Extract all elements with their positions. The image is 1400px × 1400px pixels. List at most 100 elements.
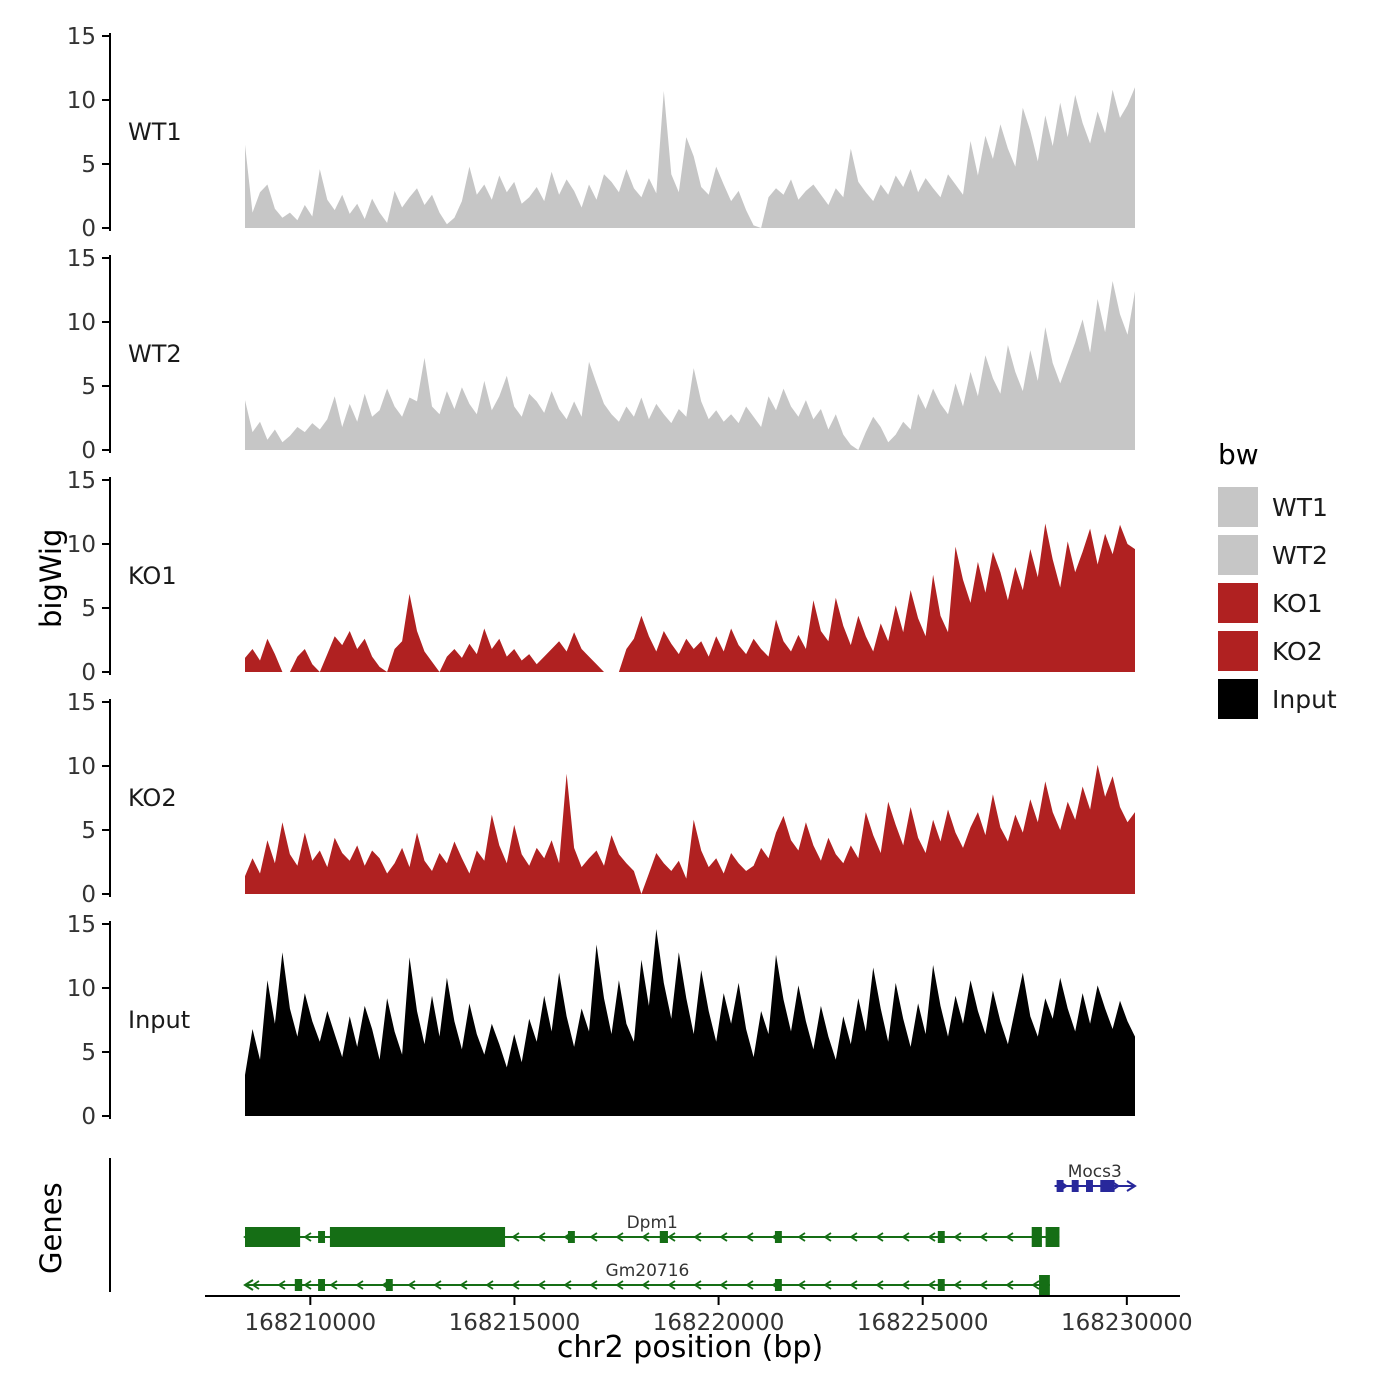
gene-strand-arrow [615, 1280, 624, 1290]
gene-exon-Mocs3 [1086, 1180, 1093, 1192]
gene-strand-arrow [979, 1280, 988, 1290]
gene-exon-Gm20716 [318, 1279, 326, 1291]
gene-strand-arrow [277, 1280, 286, 1290]
gene-strand-arrow [459, 1280, 468, 1290]
y-tick-label: 0 [81, 882, 96, 908]
y-tick-label: 10 [67, 754, 96, 780]
gene-strand-arrow [511, 1232, 520, 1242]
gene-strand-arrow [823, 1280, 832, 1290]
gene-strand-arrow [797, 1232, 806, 1242]
gene-exon-Gm20716 [294, 1279, 303, 1291]
y-tick-label: 5 [81, 1040, 96, 1066]
legend-label: Input [1272, 684, 1337, 714]
gene-exon-Gm20716 [774, 1279, 782, 1291]
y-tick-label: 5 [81, 374, 96, 400]
gene-strand-arrow [433, 1280, 442, 1290]
gene-strand-arrow [511, 1280, 520, 1290]
gene-exon-Dpm1 [245, 1227, 301, 1247]
track-area-Input [245, 929, 1135, 1116]
gene-strand-arrow [563, 1280, 572, 1290]
legend: bw WT1 WT2 KO1 KO2 Input [1218, 438, 1337, 727]
gene-exon-Dpm1 [659, 1231, 668, 1243]
gene-exon-Dpm1 [774, 1231, 782, 1243]
gene-strand-arrow [303, 1280, 312, 1290]
gene-label-Dpm1: Dpm1 [627, 1213, 678, 1233]
gene-strand-arrow [1005, 1280, 1014, 1290]
gene-exon-Dpm1 [567, 1231, 575, 1243]
legend-entry-WT1: WT1 [1218, 487, 1337, 527]
legend-entry-KO1: KO1 [1218, 583, 1337, 623]
gene-strand-arrow [927, 1280, 936, 1290]
gene-strand-arrow [251, 1280, 260, 1290]
gene-strand-arrow [953, 1280, 962, 1290]
gene-strand-arrow [849, 1232, 858, 1242]
gene-strand-arrow [537, 1232, 546, 1242]
legend-entry-Input: Input [1218, 679, 1337, 719]
gene-exon-Mocs3 [1100, 1180, 1115, 1192]
gene-label-Mocs3: Mocs3 [1068, 1162, 1122, 1182]
gene-strand-arrow [589, 1232, 598, 1242]
y-tick-label: 15 [67, 246, 96, 272]
gene-strand-arrow [303, 1232, 312, 1242]
x-tick-label: 168225000 [857, 1310, 989, 1336]
y-tick-label: 5 [81, 152, 96, 178]
legend-swatch-WT2 [1218, 535, 1258, 575]
x-tick-label: 168220000 [653, 1310, 785, 1336]
x-tick-label: 168230000 [1061, 1310, 1193, 1336]
gene-strand-arrow [641, 1232, 650, 1242]
track-area-KO1 [245, 523, 1135, 672]
gene-exon-Dpm1 [329, 1227, 506, 1247]
track-label-WT1: WT1 [128, 118, 182, 146]
gene-strand-arrow [745, 1232, 754, 1242]
legend-entry-WT2: WT2 [1218, 535, 1337, 575]
gene-exon-Dpm1 [318, 1231, 326, 1243]
y-tick-label: 0 [81, 438, 96, 464]
gene-strand-arrow [745, 1280, 754, 1290]
gene-strand-arrow [953, 1232, 962, 1242]
gene-terminal-arrow [243, 1279, 254, 1291]
legend-label: KO1 [1272, 588, 1323, 618]
gene-exon-Dpm1 [1045, 1227, 1060, 1247]
gene-strand-arrow [875, 1232, 884, 1242]
gene-strand-arrow [823, 1232, 832, 1242]
y-tick-label: 5 [81, 818, 96, 844]
gene-strand-arrow [485, 1280, 494, 1290]
gene-strand-arrow [329, 1280, 338, 1290]
gene-strand-arrow [1031, 1280, 1040, 1290]
gene-strand-arrow [537, 1280, 546, 1290]
x-tick-label: 168210000 [244, 1310, 376, 1336]
track-label-KO1: KO1 [128, 562, 177, 590]
y-tick-label: 0 [81, 660, 96, 686]
legend-swatch-WT1 [1218, 487, 1258, 527]
track-label-Input: Input [128, 1006, 190, 1034]
gene-exon-Gm20716 [1039, 1275, 1050, 1295]
gene-strand-arrow [875, 1280, 884, 1290]
gene-exon-Mocs3 [1056, 1180, 1064, 1192]
y-tick-label: 15 [67, 912, 96, 938]
gene-strand-arrow [407, 1280, 416, 1290]
y-tick-label: 15 [67, 690, 96, 716]
y-tick-label: 0 [81, 1104, 96, 1130]
gene-strand-arrow [719, 1232, 728, 1242]
x-axis-title: chr2 position (bp) [556, 1330, 824, 1365]
y-tick-label: 15 [67, 468, 96, 494]
gene-strand-arrow [849, 1280, 858, 1290]
gene-exon-Mocs3 [1071, 1180, 1079, 1192]
legend-label: KO2 [1272, 636, 1323, 666]
y-tick-label: 0 [81, 216, 96, 242]
y-tick-label: 10 [67, 976, 96, 1002]
gene-strand-arrow [901, 1280, 910, 1290]
gene-strand-arrow [719, 1280, 728, 1290]
y-tick-label: 10 [67, 88, 96, 114]
track-area-KO2 [245, 764, 1135, 894]
gene-label-Gm20716: Gm20716 [606, 1261, 690, 1281]
track-area-WT1 [245, 87, 1135, 228]
gene-strand-arrow [355, 1280, 364, 1290]
gene-exon-Dpm1 [1031, 1227, 1042, 1247]
y-tick-label: 10 [67, 310, 96, 336]
gene-strand-arrow [589, 1280, 598, 1290]
gene-strand-arrow [901, 1232, 910, 1242]
gene-strand-arrow [927, 1232, 936, 1242]
